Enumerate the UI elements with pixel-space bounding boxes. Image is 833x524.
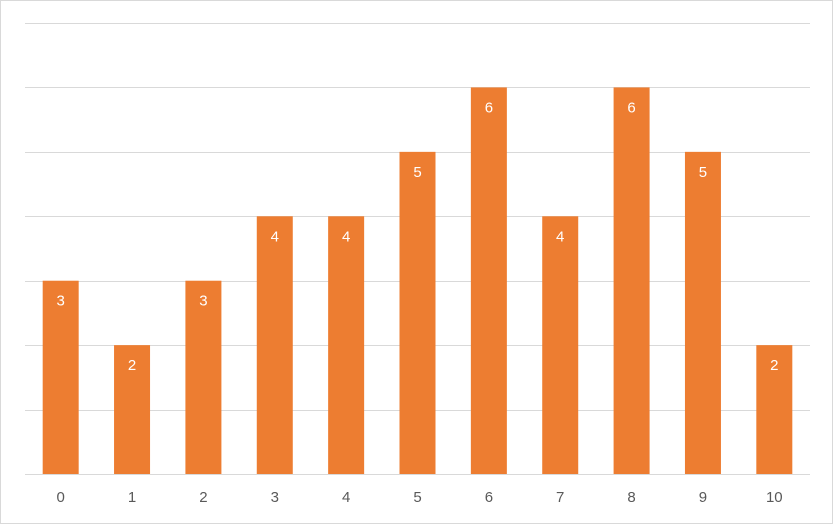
bar [684, 151, 721, 474]
data-label: 6 [627, 99, 635, 116]
data-label: 2 [128, 357, 136, 374]
x-tick-label: 1 [128, 489, 136, 506]
data-label: 6 [485, 99, 493, 116]
data-label: 2 [770, 357, 778, 374]
x-tick-label: 0 [57, 489, 65, 506]
bar [756, 345, 793, 474]
x-tick-label: 7 [556, 489, 564, 506]
data-label: 5 [413, 164, 421, 181]
data-label: 5 [699, 164, 707, 181]
x-tick-label: 2 [199, 489, 207, 506]
bar [42, 280, 79, 474]
data-label: 4 [556, 228, 564, 245]
bar [470, 87, 507, 474]
x-tick-label: 6 [485, 489, 493, 506]
x-tick-label: 9 [699, 489, 707, 506]
x-tick-label: 8 [627, 489, 635, 506]
data-label: 3 [199, 293, 207, 310]
bar [185, 280, 222, 474]
bar [256, 216, 293, 475]
x-tick-label: 3 [271, 489, 279, 506]
data-label: 4 [271, 228, 279, 245]
data-label: 4 [342, 228, 350, 245]
bar [613, 87, 650, 474]
bar [542, 216, 579, 475]
x-tick-label: 4 [342, 489, 350, 506]
data-label: 3 [57, 293, 65, 310]
bar [399, 151, 436, 474]
x-tick-label: 5 [413, 489, 421, 506]
x-tick-label: 10 [766, 489, 783, 506]
bar [114, 345, 151, 474]
bar [328, 216, 365, 475]
